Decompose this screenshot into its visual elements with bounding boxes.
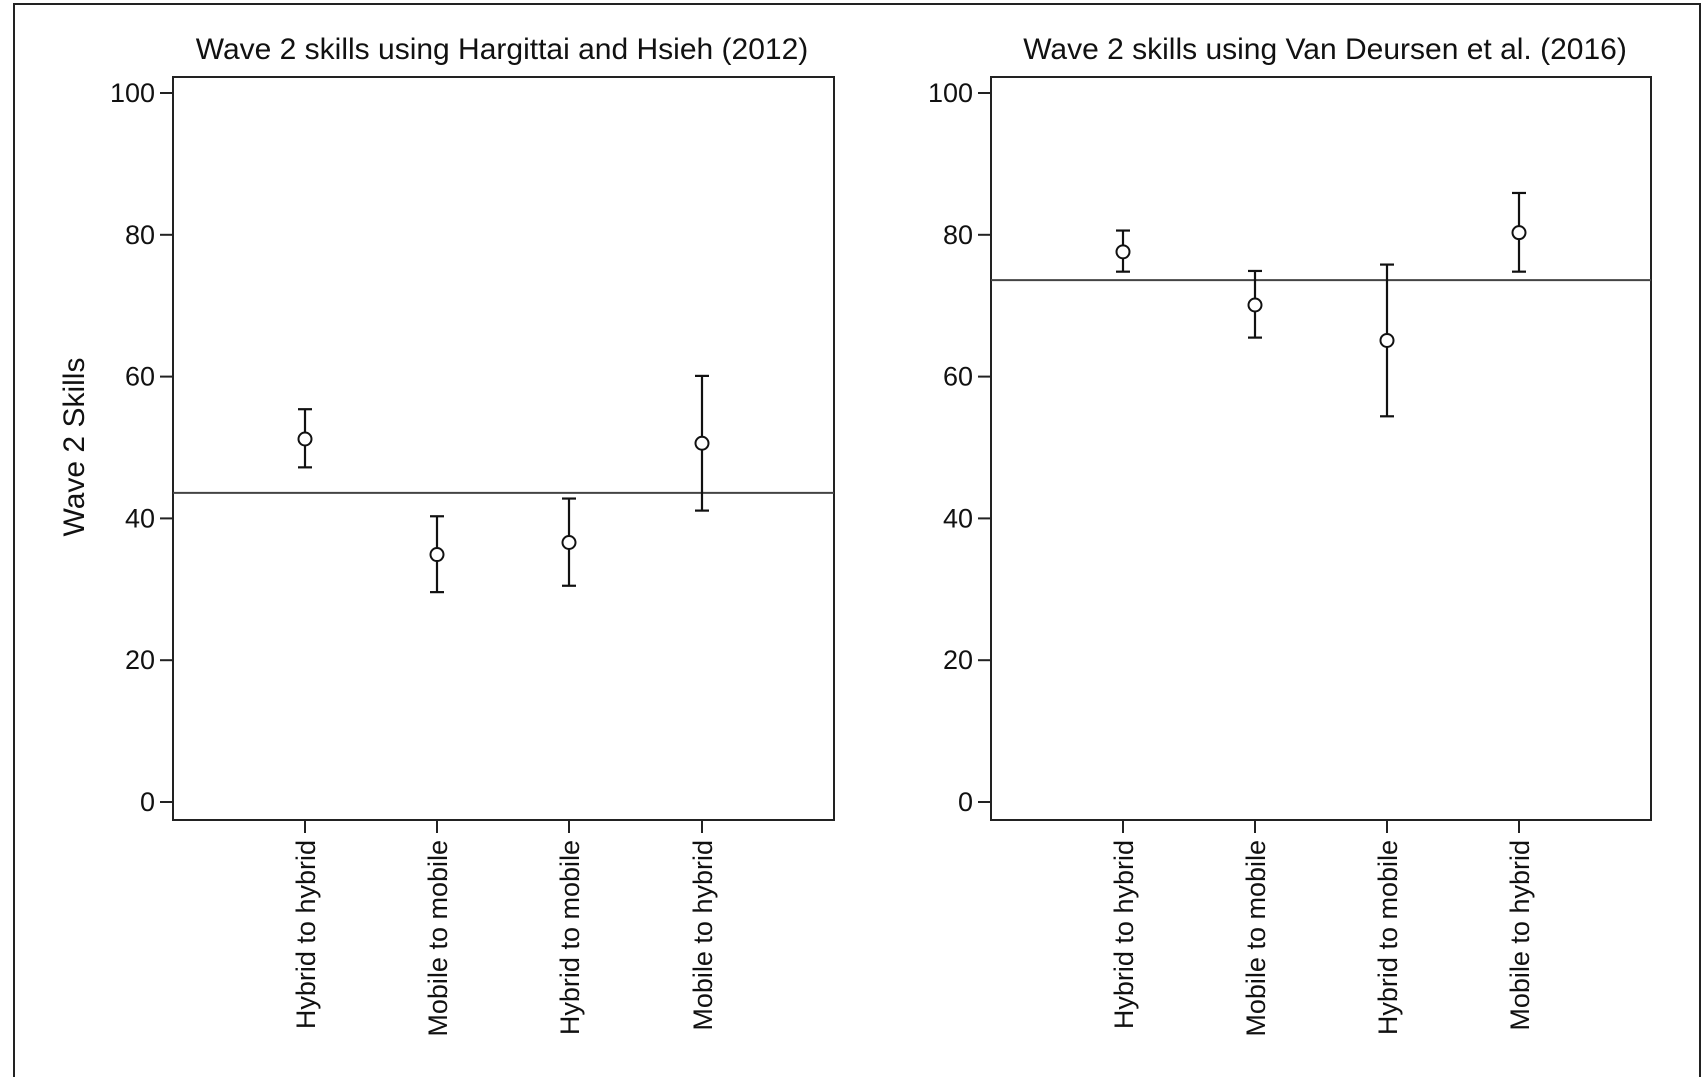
left-x-axis: Hybrid to hybrid Mobile to mobile Hybrid t… bbox=[291, 820, 718, 1037]
left-data-point bbox=[297, 431, 313, 447]
left-y-tick-label: 0 bbox=[140, 787, 155, 817]
left-x-tick-label: Hybrid to hybrid bbox=[291, 840, 321, 1029]
left-y-tick-label: 20 bbox=[125, 645, 155, 675]
right-data-point bbox=[1379, 332, 1395, 348]
left-panel: Wave 2 skills using Hargittai and Hsieh … bbox=[58, 33, 835, 1037]
right-panel-title: Wave 2 skills using Van Deursen et al. (… bbox=[1023, 33, 1627, 66]
left-data-point bbox=[694, 435, 710, 451]
left-x-tick-label: Mobile to hybrid bbox=[688, 840, 718, 1031]
right-plot-frame bbox=[990, 76, 1652, 821]
left-y-tick-label: 60 bbox=[125, 362, 155, 392]
left-y-tick-label: 100 bbox=[110, 78, 155, 108]
right-points bbox=[1115, 191, 1527, 418]
right-y-tick-label: 0 bbox=[958, 787, 973, 817]
right-x-tick-label: Hybrid to mobile bbox=[1373, 840, 1403, 1035]
left-x-tick-label: Mobile to mobile bbox=[423, 840, 453, 1037]
right-y-tick-label: 80 bbox=[943, 220, 973, 250]
right-x-tick-label: Mobile to hybrid bbox=[1505, 840, 1535, 1031]
right-x-tick-label: Mobile to mobile bbox=[1241, 840, 1271, 1037]
right-data-point bbox=[1115, 244, 1131, 260]
left-panel-title: Wave 2 skills using Hargittai and Hsieh … bbox=[196, 33, 809, 66]
right-y-tick-label: 20 bbox=[943, 645, 973, 675]
left-x-tick-label: Hybrid to mobile bbox=[555, 840, 585, 1035]
right-data-point bbox=[1511, 225, 1527, 241]
left-y-tick-label: 40 bbox=[125, 503, 155, 533]
right-data-point bbox=[1247, 297, 1263, 313]
left-y-tick-label: 80 bbox=[125, 220, 155, 250]
right-y-axis: 0 20 40 60 80 100 bbox=[928, 78, 991, 817]
right-x-tick-label: Hybrid to hybrid bbox=[1109, 840, 1139, 1029]
left-data-point bbox=[429, 547, 445, 563]
left-plot-frame bbox=[172, 76, 835, 821]
left-data-point bbox=[561, 535, 577, 551]
right-y-tick-label: 40 bbox=[943, 503, 973, 533]
left-y-axis: 0 20 40 60 80 100 bbox=[110, 78, 173, 817]
y-axis-title: Wave 2 Skills bbox=[58, 358, 91, 537]
right-y-tick-label: 60 bbox=[943, 362, 973, 392]
right-x-axis: Hybrid to hybrid Mobile to mobile Hybrid t… bbox=[1109, 820, 1535, 1037]
left-points bbox=[297, 374, 710, 594]
right-y-tick-label: 100 bbox=[928, 78, 973, 108]
figure-border bbox=[13, 3, 1701, 1077]
right-panel: Wave 2 skills using Van Deursen et al. (… bbox=[928, 33, 1652, 1037]
